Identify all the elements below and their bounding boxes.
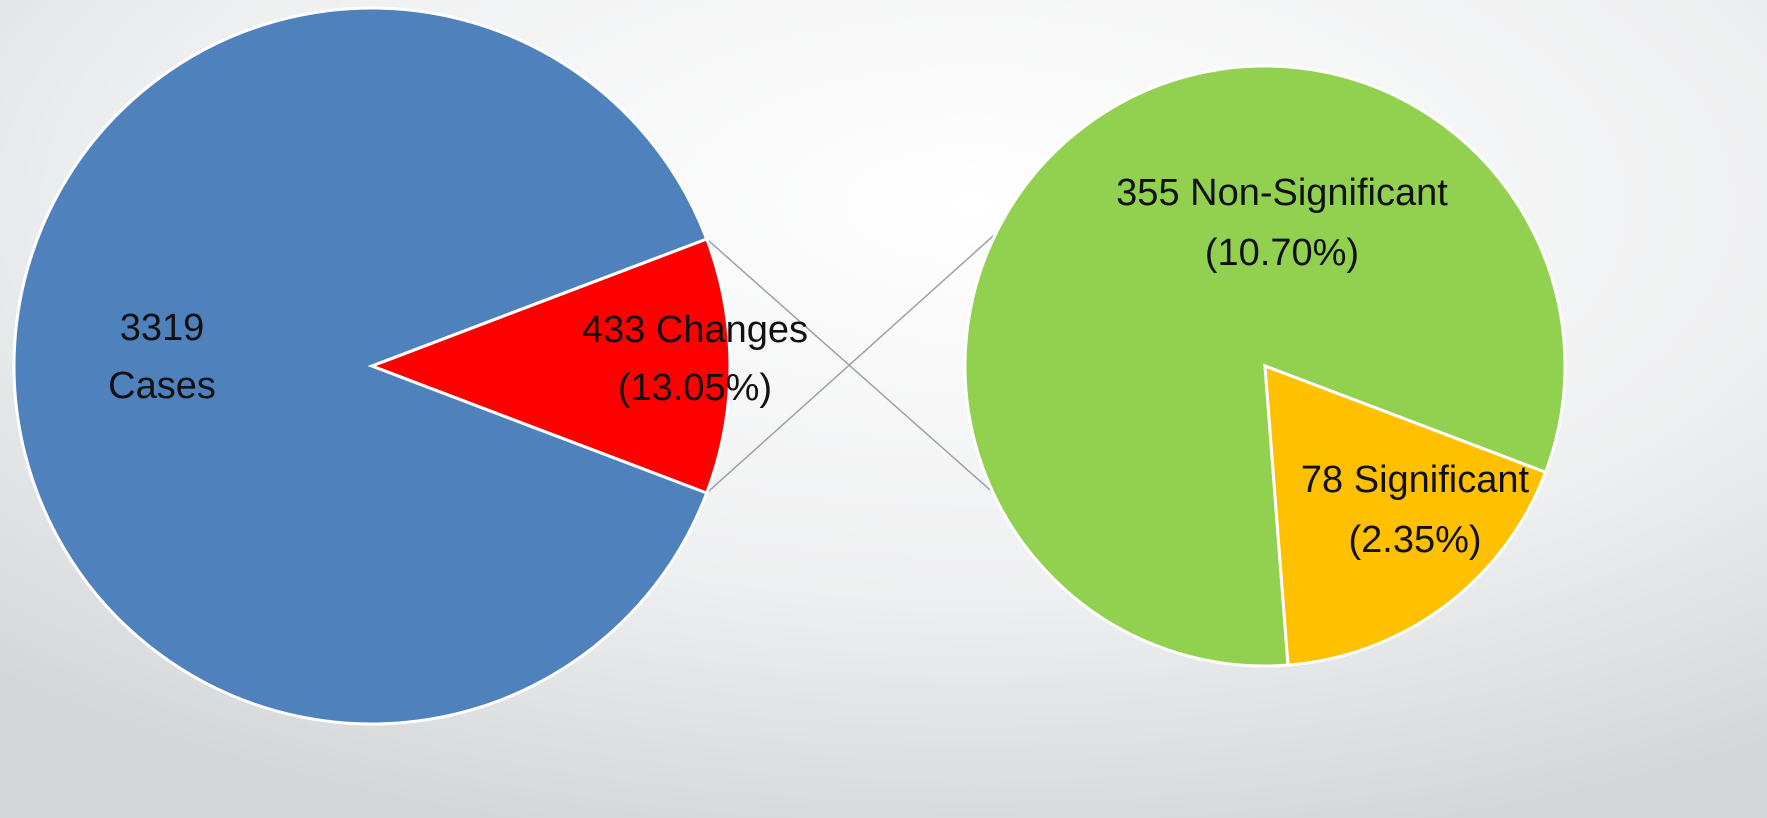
pie-slice xyxy=(367,237,732,495)
pie-slice xyxy=(12,6,709,726)
data-label: 433 Changes xyxy=(582,309,808,351)
data-label: 355 Non-Significant xyxy=(1116,172,1448,214)
data-label: (10.70%) xyxy=(1205,232,1359,274)
pie-slice xyxy=(1263,363,1548,667)
data-label: Cases xyxy=(108,365,216,407)
data-label: 3319 xyxy=(120,307,205,349)
data-label: 78 Significant xyxy=(1301,459,1530,501)
data-label: (2.35%) xyxy=(1348,519,1481,561)
data-label: (13.05%) xyxy=(618,367,772,409)
pie-slice xyxy=(963,64,1567,668)
